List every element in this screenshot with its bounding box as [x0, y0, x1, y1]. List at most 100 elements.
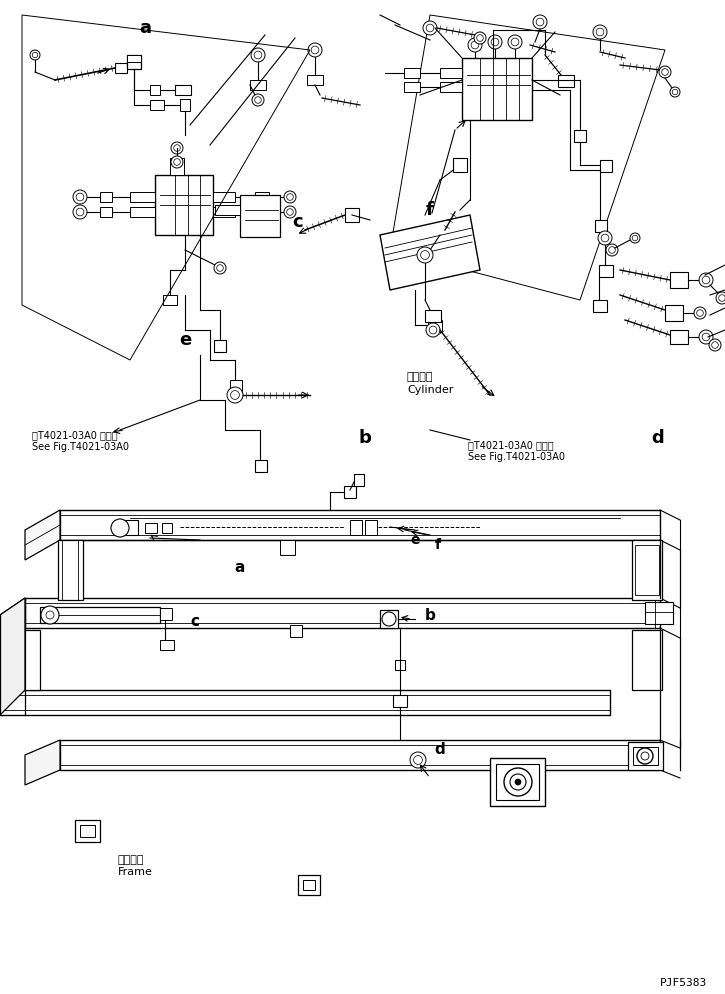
Bar	[462, 58, 532, 120]
Circle shape	[508, 35, 522, 49]
Text: 第T4021-03A0 図参照: 第T4021-03A0 図参照	[468, 440, 554, 450]
Bar	[255, 460, 267, 472]
Circle shape	[231, 391, 239, 400]
Circle shape	[32, 53, 38, 58]
Bar	[180, 99, 190, 111]
Circle shape	[413, 755, 423, 764]
Circle shape	[468, 38, 482, 52]
Circle shape	[474, 32, 486, 44]
Bar	[80, 825, 95, 837]
Bar	[303, 880, 315, 890]
Bar	[425, 310, 441, 322]
Bar	[58, 540, 83, 600]
Circle shape	[426, 323, 440, 337]
Bar	[160, 640, 174, 650]
Circle shape	[709, 339, 721, 351]
Bar	[628, 742, 663, 770]
Circle shape	[420, 250, 429, 259]
Polygon shape	[60, 740, 660, 770]
Text: f: f	[435, 538, 441, 552]
Bar	[670, 330, 688, 344]
Bar	[670, 272, 688, 288]
Text: a: a	[139, 19, 151, 37]
Bar	[365, 520, 377, 535]
Bar	[213, 207, 235, 217]
Circle shape	[630, 233, 640, 243]
Circle shape	[609, 247, 616, 253]
Text: Cylinder: Cylinder	[407, 385, 453, 395]
Text: 第T4021-03A0 図参照: 第T4021-03A0 図参照	[32, 430, 117, 440]
Circle shape	[477, 35, 484, 42]
Bar	[230, 380, 242, 392]
Circle shape	[417, 247, 433, 263]
Bar	[380, 610, 398, 628]
Circle shape	[286, 209, 294, 216]
Bar	[213, 192, 235, 202]
Circle shape	[284, 191, 296, 203]
Circle shape	[606, 244, 618, 256]
Circle shape	[46, 611, 54, 619]
Circle shape	[214, 262, 226, 274]
Circle shape	[637, 748, 653, 764]
Bar	[250, 80, 266, 90]
Text: c: c	[191, 614, 199, 629]
Text: See Fig.T4021-03A0: See Fig.T4021-03A0	[32, 442, 129, 452]
Circle shape	[382, 612, 396, 626]
Circle shape	[73, 205, 87, 219]
Circle shape	[593, 25, 607, 39]
Bar	[453, 158, 467, 172]
Circle shape	[699, 273, 713, 287]
Circle shape	[672, 89, 678, 94]
Text: f: f	[426, 201, 434, 219]
Text: Frame: Frame	[118, 867, 153, 877]
Bar	[160, 608, 172, 620]
Circle shape	[659, 66, 671, 78]
Bar	[404, 68, 420, 78]
Bar	[307, 75, 323, 85]
Bar	[354, 474, 364, 486]
Bar	[635, 545, 659, 595]
Circle shape	[471, 41, 478, 49]
Text: See Fig.T4021-03A0: See Fig.T4021-03A0	[468, 452, 565, 462]
Text: e: e	[410, 533, 420, 547]
Circle shape	[504, 768, 532, 796]
Bar	[632, 540, 662, 600]
Circle shape	[30, 50, 40, 60]
Circle shape	[308, 43, 322, 57]
Bar	[115, 63, 127, 73]
Bar	[163, 295, 177, 305]
Text: b: b	[359, 429, 371, 447]
Circle shape	[694, 307, 706, 319]
Bar	[75, 820, 100, 842]
Circle shape	[254, 96, 261, 103]
Circle shape	[174, 159, 181, 165]
Bar	[127, 55, 141, 69]
Circle shape	[251, 48, 265, 62]
Bar	[595, 220, 607, 232]
Text: シリンダ: シリンダ	[407, 372, 434, 382]
Bar	[633, 747, 658, 765]
Bar	[290, 625, 302, 637]
Bar	[170, 158, 184, 175]
Circle shape	[718, 294, 725, 301]
Bar	[496, 764, 539, 800]
Bar	[175, 85, 191, 95]
Polygon shape	[25, 598, 660, 628]
Circle shape	[598, 231, 612, 245]
Circle shape	[536, 18, 544, 26]
Circle shape	[311, 46, 319, 54]
Circle shape	[641, 752, 649, 760]
Circle shape	[596, 28, 604, 36]
Text: d: d	[434, 743, 445, 757]
Bar	[100, 207, 112, 217]
Bar	[145, 523, 157, 533]
Circle shape	[697, 310, 703, 316]
Bar	[120, 520, 138, 535]
Circle shape	[533, 15, 547, 29]
Circle shape	[227, 387, 243, 403]
Circle shape	[632, 236, 638, 241]
Text: c: c	[293, 213, 303, 231]
Circle shape	[410, 752, 426, 768]
Bar	[665, 305, 683, 321]
Text: e: e	[179, 331, 191, 349]
